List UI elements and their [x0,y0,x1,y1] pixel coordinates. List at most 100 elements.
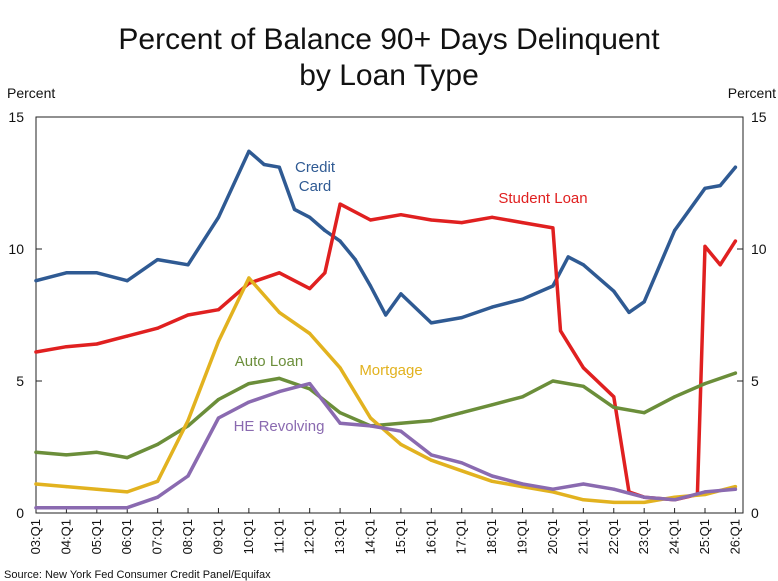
data-point-credit-card [368,284,373,288]
y-tick-label-left: 15 [8,109,24,125]
data-point-auto-loan [581,384,586,388]
data-point-auto-loan [247,382,251,386]
source-note: Source: New York Fed Consumer Credit Pan… [4,569,271,581]
x-tick-label: 11:Q1 [271,519,286,553]
series-label-student-loan: Student Loan [498,190,587,207]
chart-title-line-2: by Loan Type [299,59,479,92]
data-point-credit-card [551,284,555,288]
data-point-credit-card [520,297,525,301]
series-line-auto-loan [34,371,738,460]
data-point-mortgage [308,331,312,336]
data-point-student-loan [733,239,738,243]
data-point-auto-loan [703,382,707,386]
data-point-he-revolving [34,506,38,510]
data-point-mortgage [277,310,281,314]
data-point-auto-loan [338,411,342,415]
series-line-he-revolving [34,381,738,510]
data-point-he-revolving [460,461,464,465]
data-point-mortgage [247,276,251,280]
data-point-credit-card [429,321,433,325]
x-tick-label: 13:Q1 [332,519,347,554]
data-point-credit-card [490,305,494,309]
data-point-student-loan [216,308,221,312]
series-he-revolving: HE Revolving [34,381,738,510]
data-point-he-revolving [673,498,677,502]
data-point-student-loan [34,350,38,354]
x-tick-label: 03:Q1 [28,519,43,554]
x-tick-label: 18:Q1 [484,519,499,554]
series-line-student-loan [34,202,738,502]
series-label-credit-card: Credit [295,159,336,176]
data-point-credit-card [34,279,38,283]
data-point-credit-card [642,300,646,304]
data-point-mortgage [642,500,646,504]
x-tick-label: 20:Q1 [545,519,560,554]
x-tick-label: 07:Q1 [150,519,165,554]
data-point-student-loan [338,202,342,206]
data-point-mortgage [399,442,403,446]
data-point-he-revolving [156,495,160,499]
data-point-student-loan [125,334,129,338]
data-point-auto-loan [125,456,129,460]
data-point-he-revolving [64,506,68,510]
data-point-student-loan [368,218,373,222]
data-point-student-loan [429,218,433,222]
data-point-student-loan [64,345,68,349]
x-tick-label: 08:Q1 [180,519,195,554]
data-point-student-loan [718,263,722,267]
data-point-student-loan [558,329,563,333]
data-point-he-revolving [368,424,373,428]
data-point-credit-card [125,279,129,283]
data-point-mortgage [733,485,738,489]
data-point-student-loan [156,326,160,330]
data-point-credit-card [460,316,464,320]
data-point-student-loan [612,395,616,399]
data-point-mortgage [186,419,190,423]
data-point-credit-card [95,271,99,275]
data-point-credit-card [156,258,160,262]
data-point-auto-loan [156,442,160,446]
series-group: Credit Card Student Loan Auto Loan Mortgage H… [34,149,738,510]
data-point-auto-loan [490,403,494,407]
data-point-student-loan [551,226,555,230]
data-point-student-loan [399,213,403,217]
y-tick-label-left: 0 [16,505,24,521]
x-tick-label: 09:Q1 [210,519,225,554]
chart-title-line-1: Percent of Balance 90+ Days Delinquent [118,23,660,56]
x-tick-label: 21:Q1 [575,519,590,554]
data-point-auto-loan [733,371,738,375]
data-point-mortgage [338,366,342,370]
series-line-mortgage [34,276,738,505]
data-point-student-loan [186,313,190,317]
y-tick-label-right: 0 [751,505,759,521]
data-point-mortgage [429,458,433,462]
series-student-loan: Student Loan [34,190,738,502]
data-point-he-revolving [186,474,190,478]
data-point-credit-card [399,292,403,296]
data-point-mortgage [34,482,38,486]
data-point-credit-card [733,165,738,169]
data-point-he-revolving [551,487,555,491]
y-tick-label-right: 15 [751,109,767,125]
x-tick-label: 04:Q1 [58,519,73,554]
y-axis: 0 0 5 5 10 10 15 15 [8,109,766,521]
data-point-auto-loan [551,379,555,383]
x-tick-label: 26:Q1 [727,519,742,554]
y-tick-label-left: 10 [8,241,24,257]
y-axis-right-label: Percent [728,85,776,101]
data-point-auto-loan [95,450,99,454]
data-point-credit-card [353,258,357,262]
data-point-he-revolving [612,487,616,491]
data-point-student-loan [277,271,281,275]
x-tick-label: 06:Q1 [119,519,134,554]
data-point-mortgage [64,485,68,489]
data-point-he-revolving [520,482,525,486]
data-point-credit-card [718,184,722,188]
data-point-credit-card [216,215,221,219]
data-point-auto-loan [460,411,464,415]
data-point-credit-card [323,228,327,233]
data-point-credit-card [292,207,297,211]
data-point-credit-card [581,263,586,267]
x-tick-label: 25:Q1 [697,519,712,554]
